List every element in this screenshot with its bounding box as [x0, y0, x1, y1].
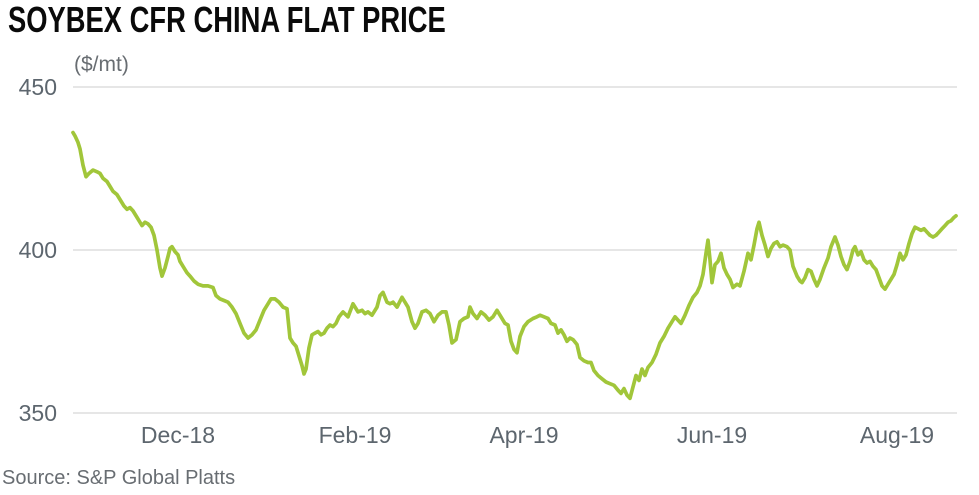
- chart-title: SOYBEX CFR CHINA FLAT PRICE: [8, 0, 446, 40]
- y-axis-unit-label: ($/mt): [74, 53, 129, 76]
- y-tick-label: 400: [18, 237, 57, 263]
- y-tick-label: 450: [18, 74, 57, 100]
- x-tick-label: Dec-18: [140, 422, 216, 448]
- price-line-series: [71, 130, 958, 401]
- x-tick-label: Apr-19: [489, 422, 559, 448]
- x-tick-label: Feb-19: [318, 422, 392, 448]
- source-attribution: Source: S&P Global Platts: [2, 467, 236, 489]
- y-tick-label: 350: [18, 400, 57, 426]
- x-tick-label: Jun-19: [676, 422, 748, 448]
- x-tick-label: Aug-19: [859, 422, 935, 448]
